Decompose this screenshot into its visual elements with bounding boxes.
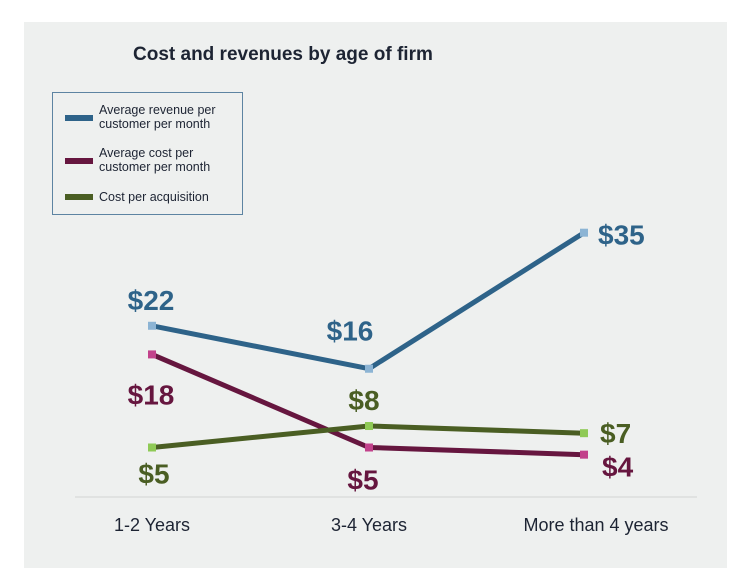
data-label: $22 — [128, 285, 175, 316]
x-tick-label: 1-2 Years — [114, 515, 190, 535]
data-point-marker — [148, 321, 156, 330]
legend-label-revenue: Average revenue per customer per month — [99, 103, 216, 131]
legend: Average revenue per customer per month A… — [52, 92, 243, 215]
data-point-marker — [580, 429, 588, 438]
data-label: $7 — [600, 418, 631, 449]
legend-label-cost: Average cost per customer per month — [99, 146, 211, 174]
series-0: $22 $16 $35 — [128, 220, 645, 373]
data-label: $16 — [327, 316, 374, 347]
data-label: $8 — [348, 385, 379, 416]
data-point-marker — [365, 422, 373, 431]
legend-label-acquisition: Cost per acquisition — [99, 190, 209, 204]
data-label: $35 — [598, 220, 645, 251]
legend-swatch-revenue — [65, 115, 93, 121]
x-axis-tick-labels: 1-2 Years 3-4 Years More than 4 years — [114, 515, 669, 535]
data-point-marker — [580, 228, 588, 237]
chart-title: Cost and revenues by age of firm — [133, 44, 433, 65]
x-tick-label: More than 4 years — [523, 515, 668, 535]
data-label: $5 — [347, 465, 378, 496]
x-tick-label: 3-4 Years — [331, 515, 407, 535]
data-label: $4 — [602, 452, 634, 483]
data-point-marker — [365, 364, 373, 373]
series-1: $18 $5 $4 — [128, 350, 634, 496]
data-point-marker — [148, 443, 156, 452]
legend-swatch-cost — [65, 158, 93, 164]
legend-swatch-acquisition — [65, 194, 93, 200]
data-point-marker — [365, 443, 373, 452]
series-2: $5 $8 $7 — [138, 385, 631, 489]
series-line — [151, 230, 586, 372]
data-point-marker — [148, 350, 156, 359]
data-point-marker — [580, 450, 588, 459]
data-label: $18 — [128, 379, 175, 410]
series-layer: $22 $16 $35 $18 $5 $4 $5 $8 $7 — [128, 220, 645, 496]
data-label: $5 — [138, 459, 169, 490]
